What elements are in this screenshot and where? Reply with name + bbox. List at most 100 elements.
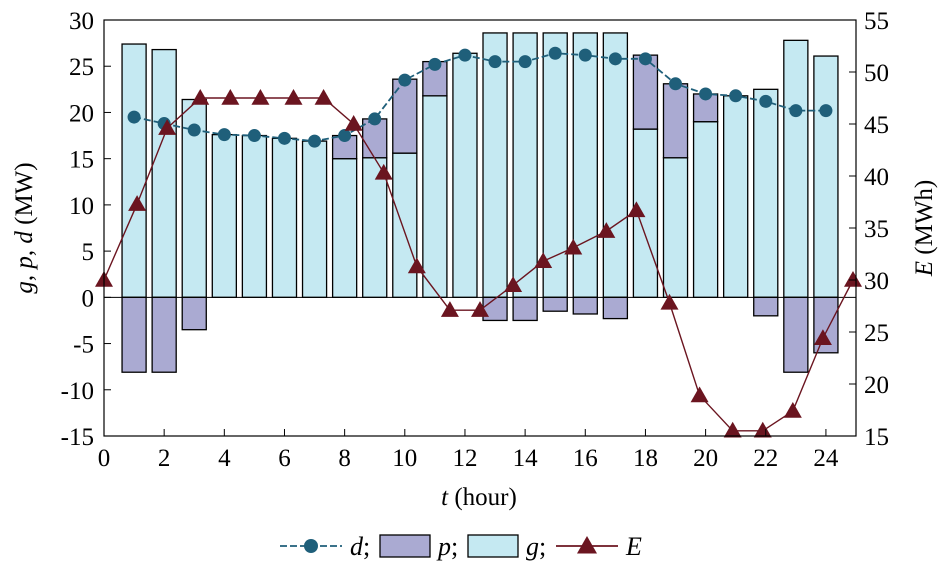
lines-layer — [95, 46, 862, 438]
bar-p — [151, 296, 177, 373]
legend-variable: p — [436, 532, 451, 561]
right-tick-label: 35 — [864, 216, 889, 243]
point-d — [699, 87, 713, 101]
point-E — [627, 201, 646, 218]
point-d — [338, 129, 352, 143]
point-E — [221, 89, 240, 105]
bar-g — [422, 95, 448, 298]
point-d — [368, 112, 382, 126]
legend-variable: d — [350, 532, 364, 561]
y-axis-title: g, p, d (MW) — [11, 162, 38, 293]
point-d — [428, 57, 442, 71]
point-d — [548, 46, 562, 60]
right-tick-label: 40 — [864, 164, 889, 191]
point-d — [608, 52, 622, 66]
bar-p — [632, 54, 659, 130]
point-d — [398, 73, 412, 87]
bar-g — [331, 158, 358, 298]
point-E — [660, 293, 679, 310]
legend-label-g: g; — [526, 532, 546, 561]
point-E — [597, 222, 616, 238]
right-tick-label: 45 — [864, 112, 889, 139]
x-tick-label: 18 — [633, 445, 658, 472]
point-d — [518, 55, 532, 69]
point-d — [458, 48, 472, 62]
point-E — [158, 119, 177, 135]
point-E — [564, 238, 583, 255]
point-E — [284, 89, 303, 105]
right-tick-label: 55 — [864, 8, 889, 35]
point-d — [308, 134, 322, 148]
bar-g — [121, 43, 147, 298]
y-tick-label: 25 — [69, 54, 94, 81]
bar-p — [753, 296, 779, 317]
point-d — [789, 104, 803, 118]
y-tick-label: 15 — [69, 147, 94, 174]
bar-g — [722, 95, 749, 298]
point-E — [128, 195, 147, 211]
point-d — [277, 131, 291, 145]
x-axis-unit: (hour) — [448, 484, 517, 511]
right-axis-unit: (MWh) — [911, 180, 938, 261]
y-tick-label: -5 — [73, 332, 94, 359]
legend-label-p: p; — [436, 532, 458, 561]
point-E — [783, 402, 802, 418]
bar-p — [482, 296, 508, 322]
bar-p — [121, 296, 147, 373]
bar-g — [753, 88, 779, 298]
point-E — [251, 89, 270, 105]
point-d — [669, 77, 683, 91]
right-tick-label: 20 — [864, 372, 889, 399]
x-axis-title: t (hour) — [441, 484, 517, 511]
y-tick-label: 5 — [82, 239, 95, 266]
right-tick-label: 15 — [864, 424, 889, 451]
point-E — [690, 386, 709, 403]
bar-g — [241, 134, 268, 298]
point-d — [187, 123, 201, 137]
axes-layer — [103, 19, 857, 437]
point-E — [191, 89, 210, 105]
legend-swatch-p — [379, 534, 431, 558]
x-tick-label: 16 — [573, 445, 598, 472]
legend-label-E: E — [625, 532, 642, 561]
bar-g — [392, 152, 418, 298]
legend-separator: ; — [363, 532, 370, 561]
point-E — [534, 252, 553, 269]
bar-g — [452, 52, 478, 298]
x-tick-label: 2 — [158, 445, 171, 472]
legend-separator: ; — [451, 532, 458, 561]
legend-variable: E — [625, 532, 642, 561]
legend: d; p; g; E — [280, 532, 642, 561]
point-d — [578, 48, 592, 62]
y-tick-label: 10 — [69, 193, 94, 220]
y-axis-unit: (MW) — [11, 162, 38, 231]
x-tick-label: 12 — [452, 445, 477, 472]
point-E — [843, 271, 862, 287]
y-tick-label: 0 — [82, 285, 95, 312]
x-tick-label: 24 — [813, 445, 839, 472]
point-E — [504, 276, 523, 292]
bar-p — [512, 296, 538, 322]
y-tick-label: -10 — [61, 378, 94, 405]
x-tick-label: 8 — [338, 445, 351, 472]
point-E — [723, 421, 742, 438]
x-tick-label: 0 — [98, 445, 111, 472]
legend-swatch-g — [467, 534, 519, 558]
y-tick-label: -15 — [61, 424, 94, 451]
point-d — [488, 55, 502, 69]
bar-g — [542, 32, 568, 298]
point-E — [344, 115, 363, 131]
bar-g — [602, 32, 629, 298]
point-E — [471, 301, 489, 317]
x-tick-label: 20 — [693, 445, 718, 472]
bars-layer — [121, 32, 839, 373]
bar-g — [783, 39, 809, 298]
y-axis-variable-g: g — [11, 281, 38, 294]
bar-p — [602, 296, 629, 320]
bar-g — [151, 48, 177, 298]
point-d — [759, 94, 773, 108]
series-d-line — [133, 52, 826, 143]
point-E — [753, 421, 772, 438]
y-tick-label: 20 — [69, 100, 94, 127]
